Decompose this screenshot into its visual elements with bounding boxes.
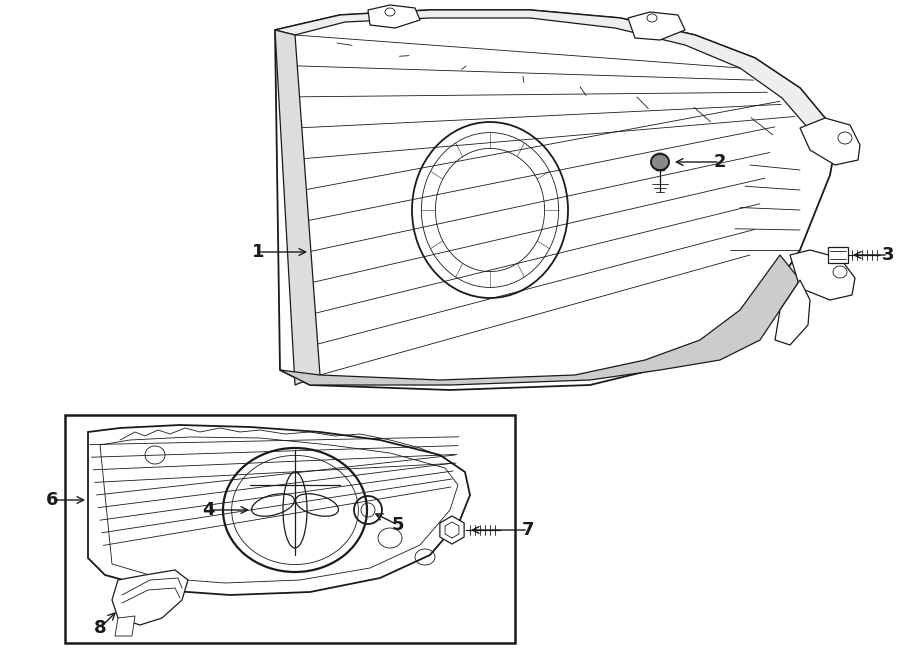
Polygon shape <box>88 425 470 595</box>
Polygon shape <box>628 12 685 40</box>
Polygon shape <box>790 250 855 300</box>
Polygon shape <box>275 30 320 385</box>
Text: 3: 3 <box>882 246 895 264</box>
Text: 8: 8 <box>94 619 106 637</box>
Polygon shape <box>112 570 188 625</box>
Polygon shape <box>440 516 464 544</box>
Text: 7: 7 <box>522 521 535 539</box>
Polygon shape <box>275 10 835 390</box>
Text: 6: 6 <box>46 491 58 509</box>
Text: 4: 4 <box>202 501 214 519</box>
Text: 5: 5 <box>392 516 404 534</box>
Circle shape <box>651 153 669 171</box>
Polygon shape <box>100 437 458 583</box>
Polygon shape <box>775 280 810 345</box>
Text: 2: 2 <box>714 153 726 171</box>
Polygon shape <box>368 5 420 28</box>
Polygon shape <box>828 247 848 263</box>
Polygon shape <box>800 118 860 165</box>
Text: 1: 1 <box>252 243 265 261</box>
Polygon shape <box>115 616 135 636</box>
Polygon shape <box>275 10 835 148</box>
Polygon shape <box>280 255 800 385</box>
Bar <box>65 415 515 643</box>
